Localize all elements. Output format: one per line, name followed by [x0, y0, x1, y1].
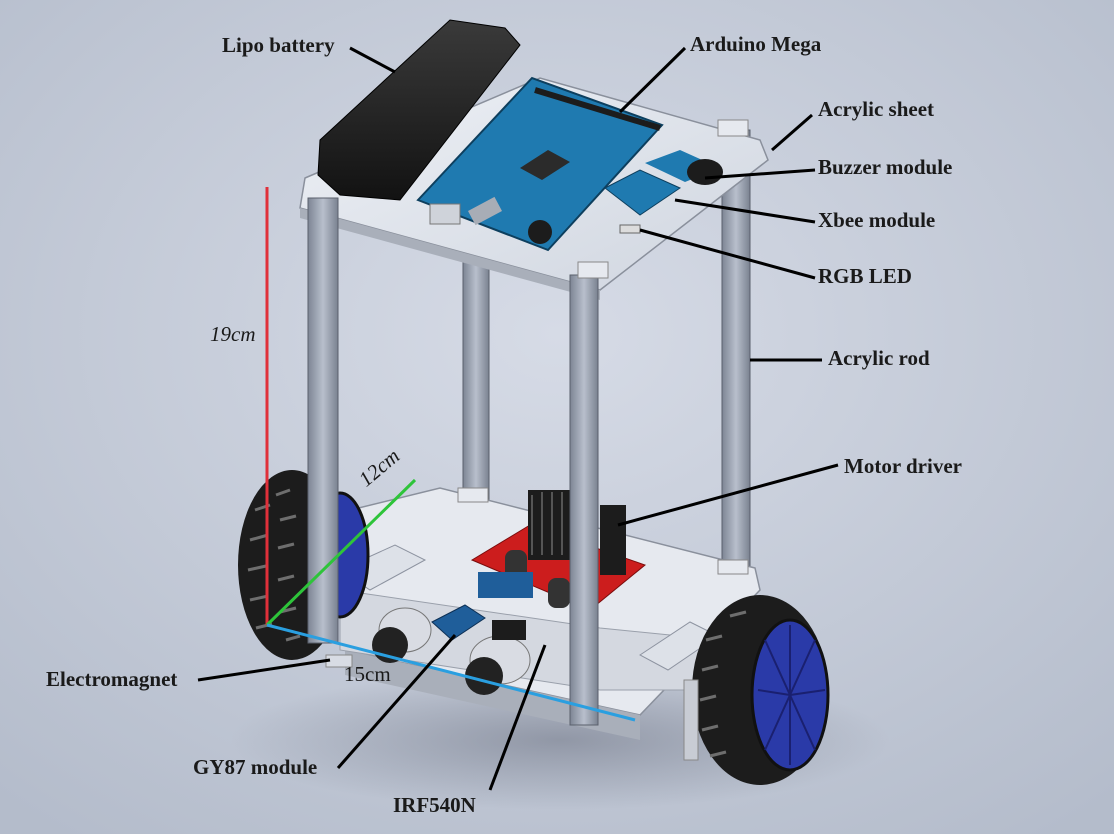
leader-motor-driver [617, 463, 839, 527]
gy87-module-label: GY87 module [193, 755, 318, 779]
acrylic-rod-back-left [462, 237, 490, 501]
electromagnet-label: Electromagnet [46, 667, 178, 691]
width-dimension-label: 15cm [344, 662, 391, 686]
leader-irf540n [488, 644, 547, 791]
rod-cap [457, 487, 489, 503]
wheel-right [683, 595, 830, 785]
leader-electromagnet [197, 658, 331, 682]
irf540n-mosfet [492, 620, 526, 640]
xbee-module [604, 169, 682, 216]
acrylic-rod-back-right [721, 129, 751, 571]
irf540n-label: IRF540N [393, 793, 476, 817]
leader-rgb [639, 228, 816, 280]
xbee-module-label: Xbee module [818, 208, 936, 232]
acrylic-rod-label: Acrylic rod [828, 346, 930, 370]
acrylic-sheet-label: Acrylic sheet [818, 97, 935, 121]
leader-gy87 [336, 634, 457, 769]
acrylic-rod-front-left [307, 197, 339, 644]
lipo-battery-body [317, 19, 521, 201]
height-dimension-label: 19cm [210, 322, 256, 346]
arduino-mega-label: Arduino Mega [690, 32, 822, 56]
motor-driver-label: Motor driver [844, 454, 962, 478]
rod-cap [717, 119, 749, 137]
motor-driver [470, 490, 647, 611]
rgb-led-label: RGB LED [818, 264, 912, 288]
acrylic-rod-front-right [569, 274, 599, 726]
width-dimension-line [266, 623, 636, 722]
rod-cap [717, 559, 749, 575]
leader-xbee [674, 198, 816, 224]
leader-buzzer [704, 168, 816, 180]
leader-arduino [618, 46, 687, 114]
leader-acrylic-sheet [771, 113, 813, 152]
rod-cap [577, 261, 609, 279]
arduino-mega [416, 76, 664, 252]
rgb-led [619, 224, 641, 234]
gy87-board [431, 604, 486, 641]
buzzer-module-label: Buzzer module [818, 155, 953, 179]
leader-lipo [349, 46, 396, 74]
depth-dimension-line [265, 478, 417, 627]
lipo-battery-label: Lipo battery [222, 33, 335, 57]
